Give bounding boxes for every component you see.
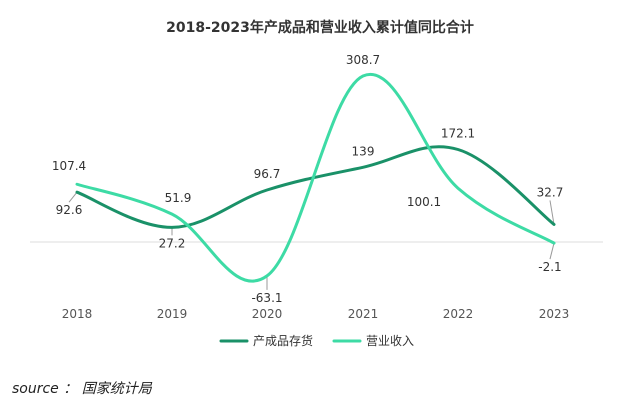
x-tick-label: 2019 [157, 307, 188, 321]
legend-label: 产成品存货 [253, 333, 313, 348]
data-label: 107.4 [52, 159, 86, 173]
chart-title: 2018-2023年产成品和营业收入累计值同比合计 [166, 19, 474, 36]
data-label: -2.1 [538, 260, 561, 274]
label-leader-line [68, 191, 78, 203]
data-label: 100.1 [407, 195, 441, 209]
data-label: 96.7 [254, 167, 281, 181]
data-label: 308.7 [346, 53, 380, 67]
series-line-1 [75, 145, 556, 229]
data-label: 32.7 [537, 185, 564, 199]
x-tick-label: 2022 [443, 307, 474, 321]
data-label: 51.9 [165, 191, 192, 205]
data-label: 139 [352, 144, 375, 158]
data-label: -63.1 [251, 291, 282, 305]
x-tick-label: 2020 [252, 307, 283, 321]
series-line-2 [75, 72, 556, 283]
x-tick-label: 2023 [539, 307, 570, 321]
legend-label: 营业收入 [366, 334, 414, 348]
data-label: 172.1 [441, 126, 475, 140]
data-label: 92.6 [56, 203, 83, 217]
x-tick-label: 2021 [348, 307, 379, 321]
label-leader-line [549, 243, 555, 260]
source-note: source ： 国家统计局 [12, 381, 152, 397]
data-label: 27.2 [159, 236, 186, 250]
label-leader-line [549, 200, 555, 225]
x-tick-label: 2018 [62, 307, 93, 321]
